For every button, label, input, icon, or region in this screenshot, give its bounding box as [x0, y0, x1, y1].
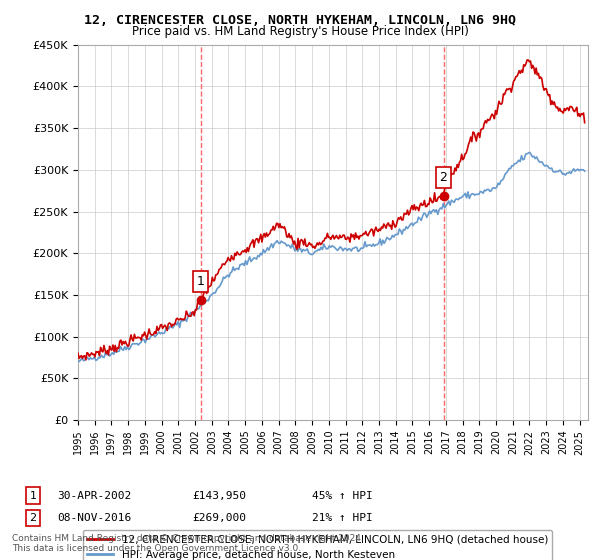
Text: 30-APR-2002: 30-APR-2002	[57, 491, 131, 501]
Text: 2: 2	[29, 513, 37, 523]
Text: £143,950: £143,950	[192, 491, 246, 501]
Legend: 12, CIRENCESTER CLOSE, NORTH HYKEHAM, LINCOLN, LN6 9HQ (detached house), HPI: Av: 12, CIRENCESTER CLOSE, NORTH HYKEHAM, LI…	[83, 530, 552, 560]
Text: 08-NOV-2016: 08-NOV-2016	[57, 513, 131, 523]
Text: 12, CIRENCESTER CLOSE, NORTH HYKEHAM, LINCOLN, LN6 9HQ: 12, CIRENCESTER CLOSE, NORTH HYKEHAM, LI…	[84, 14, 516, 27]
Text: 21% ↑ HPI: 21% ↑ HPI	[312, 513, 373, 523]
Text: £269,000: £269,000	[192, 513, 246, 523]
Text: 1: 1	[197, 275, 205, 288]
Text: Price paid vs. HM Land Registry's House Price Index (HPI): Price paid vs. HM Land Registry's House …	[131, 25, 469, 38]
Text: 2: 2	[440, 171, 448, 184]
Text: 45% ↑ HPI: 45% ↑ HPI	[312, 491, 373, 501]
Text: 1: 1	[29, 491, 37, 501]
Text: Contains HM Land Registry data © Crown copyright and database right 2024.
This d: Contains HM Land Registry data © Crown c…	[12, 534, 364, 553]
